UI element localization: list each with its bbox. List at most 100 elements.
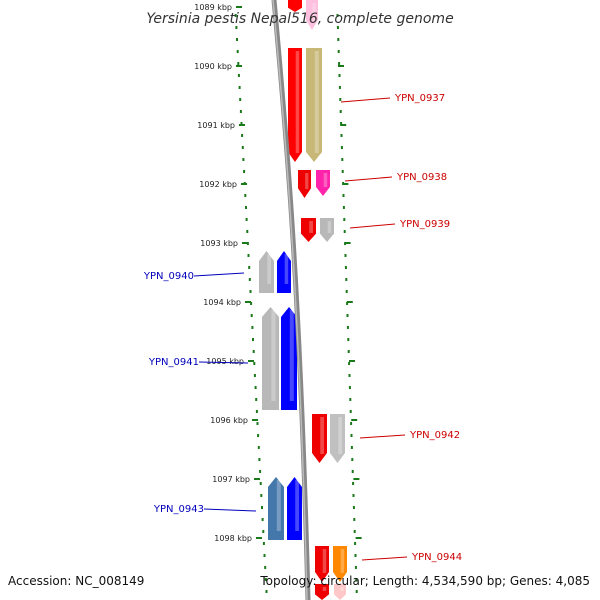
outer-guide-ring-dot — [354, 566, 357, 569]
outer-guide-ring-dot — [354, 554, 357, 557]
gene-label-leader — [193, 272, 245, 277]
gene-label-leader — [349, 223, 396, 229]
gene-label-leader — [198, 361, 249, 364]
outer-guide-ring-dot — [349, 410, 352, 413]
gene-gene-bottom-partial[interactable] — [315, 584, 346, 600]
gene-label-ypn-0939[interactable]: YPN_0939 — [399, 219, 450, 230]
gene-segment-inner — [315, 546, 329, 582]
gene-labels: YPN_0937 YPN_0938 YPN_0939 YPN_0940 YPN_0941… — [143, 93, 462, 563]
gene-highlight — [267, 254, 271, 284]
outer-guide-ring-dot — [355, 578, 358, 581]
outer-guide-ring-dot — [343, 230, 346, 233]
gene-ypn-0938[interactable] — [298, 170, 330, 198]
tick-label-1092-kbp: 1092 kbp — [199, 180, 237, 189]
gene-ypn-0937[interactable] — [288, 48, 322, 162]
tick-label-1097-kbp: 1097 kbp — [212, 475, 250, 484]
outer-guide-ring-dot — [336, 26, 339, 29]
gene-segment-outer — [333, 546, 347, 582]
outer-guide-ring-dot — [344, 266, 347, 269]
outer-guide-ring-dot — [343, 218, 346, 221]
gene-highlight — [295, 480, 299, 531]
gene-highlight — [309, 221, 313, 233]
inner-guide-ring-dot — [263, 554, 266, 557]
gene-label-ypn-0944[interactable]: YPN_0944 — [411, 552, 462, 563]
outer-guide-ring-dot — [344, 254, 347, 257]
topology-text: Topology: circular; Length: 4,534,590 bp… — [260, 574, 590, 588]
gene-ypn-0940[interactable] — [259, 251, 291, 293]
outer-guide-ring-dot — [342, 206, 345, 209]
gene-segment-outer — [277, 251, 291, 293]
gene-segment-outer — [334, 584, 346, 600]
tick-label-1096-kbp: 1096 kbp — [210, 416, 248, 425]
gene-label-ypn-0938[interactable]: YPN_0938 — [396, 172, 447, 183]
gene-label-ypn-0940[interactable]: YPN_0940 — [143, 271, 194, 282]
inner-guide-ring-dot — [264, 566, 267, 569]
tick-label-1095-kbp: 1095 kbp — [206, 357, 244, 366]
inner-guide-ring-dot — [237, 62, 240, 65]
gene-label-leader — [203, 508, 257, 512]
outer-guide-ring-dot — [340, 134, 343, 137]
inner-guide-ring-dot — [257, 446, 260, 449]
inner-guide-ring-dot — [253, 374, 256, 377]
inner-guide-ring-dot — [234, 14, 237, 17]
gene-highlight — [327, 221, 332, 233]
inner-guide-ring-dot — [236, 38, 238, 41]
tick-label-1089-kbp: 1089 kbp — [194, 3, 232, 12]
gene-segment-outer — [316, 170, 330, 196]
gene-highlight — [323, 173, 328, 187]
inner-guide-ring-dot — [253, 362, 256, 365]
gene-ypn-0943[interactable] — [268, 477, 302, 540]
inner-guide-ring-dot — [262, 542, 265, 545]
inner-guide-ring-dot — [252, 350, 255, 353]
gene-ypn-0939[interactable] — [301, 218, 334, 242]
scale-ticks: 1089 kbp 1090 kbp 1091 kbp 1092 kbp 1093 kbp… — [194, 3, 362, 593]
gene-highlight — [320, 417, 324, 454]
inner-guide-ring-dot — [259, 470, 262, 473]
inner-guide-ring-dot — [256, 422, 259, 425]
gene-ypn-0944[interactable] — [315, 546, 347, 582]
gene-label-ypn-0942[interactable]: YPN_0942 — [409, 430, 460, 441]
outer-guide-ring-dot — [346, 314, 349, 317]
outer-guide-ring-dot — [336, 14, 339, 17]
inner-guide-ring-dot — [236, 50, 239, 53]
gene-highlight — [284, 254, 289, 284]
outer-guide-ring-dot — [345, 290, 348, 293]
outer-guide-ring-dot — [348, 362, 351, 365]
inner-guide-ring-dot — [261, 506, 263, 509]
tick-label-1091-kbp: 1091 kbp — [197, 121, 235, 130]
inner-guide-ring-dot — [260, 494, 263, 497]
inner-guide-ring-dot — [249, 290, 252, 293]
gene-label-ypn-0937[interactable]: YPN_0937 — [394, 93, 445, 104]
outer-guide-ring-dot — [349, 398, 352, 401]
gene-segment-outer — [330, 414, 345, 463]
inner-guide-ring-dot — [245, 206, 247, 209]
gene-highlight — [322, 549, 327, 573]
gene-label-ypn-0943[interactable]: YPN_0943 — [153, 504, 204, 515]
inner-guide-ring-dot — [261, 518, 264, 521]
outer-guide-ring-dot — [342, 194, 345, 197]
accession-text: Accession: NC_008149 — [8, 574, 145, 588]
inner-guide-ring-dot — [245, 218, 248, 221]
gene-segment-inner — [315, 584, 329, 600]
gene-highlight — [271, 310, 276, 401]
outer-guide-ring-dot — [353, 530, 356, 533]
outer-guide-ring-dot — [341, 158, 344, 161]
inner-guide-ring-dot — [240, 122, 243, 125]
gene-label-leader — [359, 434, 406, 439]
inner-guide-ring-dot — [254, 386, 257, 389]
outer-guide-ring-dot — [350, 434, 353, 437]
gene-highlight — [295, 51, 300, 153]
inner-guide-ring-dot — [251, 326, 254, 329]
inner-guide-ring-dot — [258, 458, 261, 461]
inner-guide-ring-dot — [252, 338, 254, 341]
gene-gene-top-partial[interactable] — [288, 0, 318, 30]
inner-guide-ring-dot — [243, 170, 246, 173]
outer-guide-ring-dot — [355, 590, 358, 593]
gene-label-ypn-0941[interactable]: YPN_0941 — [148, 357, 199, 368]
gene-ypn-0942[interactable] — [312, 414, 345, 463]
gene-label-leader — [344, 176, 393, 182]
outer-guide-ring-dot — [347, 338, 350, 341]
gene-ypn-0941[interactable] — [262, 307, 297, 410]
outer-guide-ring-dot — [348, 386, 351, 389]
tick-label-1093-kbp: 1093 kbp — [200, 239, 238, 248]
